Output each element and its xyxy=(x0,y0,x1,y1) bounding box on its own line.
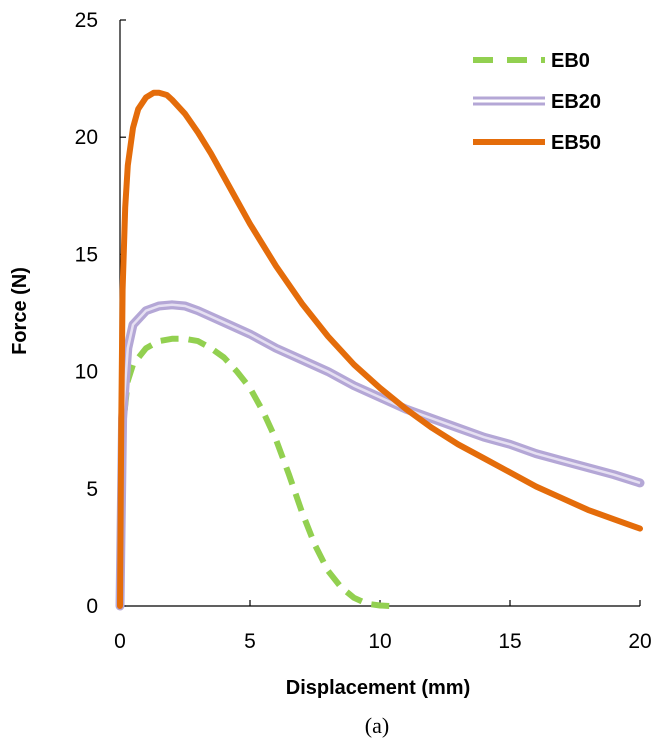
legend-label-eb50: EB50 xyxy=(551,132,601,154)
x-tick-label: 5 xyxy=(244,630,256,653)
figure-caption: (a) xyxy=(365,713,389,738)
y-tick-label: 10 xyxy=(75,361,98,384)
y-axis-label: Force (N) xyxy=(9,267,31,355)
x-tick-label: 15 xyxy=(498,630,521,653)
y-tick-label: 5 xyxy=(86,478,98,501)
x-axis-label: Displacement (mm) xyxy=(286,677,471,699)
series-line-eb20 xyxy=(115,300,645,611)
series-group xyxy=(115,89,645,611)
series-line-eb20-inner xyxy=(118,303,641,607)
series-line-eb0 xyxy=(117,335,391,609)
y-tick-label: 25 xyxy=(75,9,98,32)
legend: EB0 EB20 EB50 xyxy=(473,50,601,154)
x-tick-label: 10 xyxy=(368,630,391,653)
x-tick-label: 20 xyxy=(628,630,651,653)
y-tick-label: 15 xyxy=(75,243,98,266)
series-line-eb50 xyxy=(117,89,643,609)
y-tick-label: 0 xyxy=(86,595,98,618)
y-axis-ticks: 0 5 10 15 20 25 xyxy=(75,9,126,618)
x-tick-label: 0 xyxy=(114,630,126,653)
legend-label-eb20: EB20 xyxy=(551,91,601,113)
x-axis-ticks: 0 5 10 15 20 xyxy=(114,600,652,653)
y-tick-label: 20 xyxy=(75,126,98,149)
legend-label-eb0: EB0 xyxy=(551,50,590,72)
